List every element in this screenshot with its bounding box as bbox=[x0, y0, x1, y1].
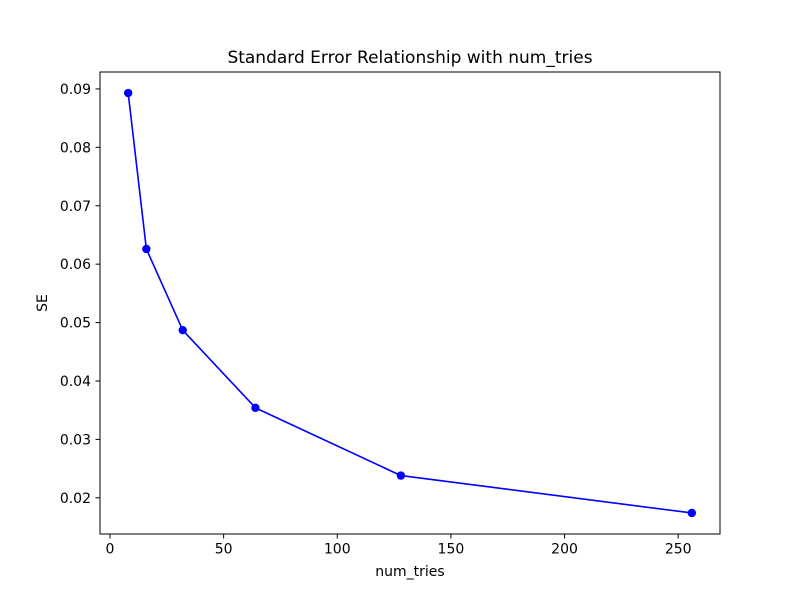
y-tick-label: 0.02 bbox=[60, 491, 91, 507]
data-point-marker bbox=[687, 508, 697, 518]
chart-title: Standard Error Relationship with num_tri… bbox=[227, 48, 592, 68]
y-tick-label: 0.07 bbox=[60, 199, 91, 215]
y-tick-label: 0.03 bbox=[60, 432, 91, 448]
y-tick-label: 0.06 bbox=[60, 257, 91, 273]
x-tick-label: 150 bbox=[438, 542, 465, 558]
x-tick-label: 50 bbox=[215, 542, 233, 558]
x-axis-label: num_tries bbox=[375, 564, 444, 580]
plot-area-border bbox=[99, 71, 721, 535]
x-tick-label: 200 bbox=[551, 542, 578, 558]
y-tick-label: 0.09 bbox=[60, 82, 91, 98]
x-tick-label: 0 bbox=[106, 542, 115, 558]
y-tick-label: 0.04 bbox=[60, 374, 91, 390]
se-line bbox=[127, 92, 693, 514]
data-point-marker bbox=[396, 471, 406, 480]
data-point-marker bbox=[251, 403, 260, 413]
x-axis-ticks: 0 50 100 150 200 250 bbox=[106, 534, 692, 558]
data-series bbox=[123, 88, 697, 518]
y-axis-label: SE bbox=[35, 294, 51, 312]
y-axis-ticks: 0.02 0.03 0.04 0.05 0.06 0.07 0.08 0.09 bbox=[60, 82, 100, 507]
y-tick-label: 0.08 bbox=[60, 140, 91, 156]
x-tick-label: 250 bbox=[665, 542, 692, 558]
data-point-marker bbox=[142, 244, 151, 254]
x-tick-label: 100 bbox=[324, 542, 351, 558]
data-point-marker bbox=[123, 88, 133, 98]
data-point-marker bbox=[178, 325, 187, 335]
y-tick-label: 0.05 bbox=[60, 316, 91, 332]
